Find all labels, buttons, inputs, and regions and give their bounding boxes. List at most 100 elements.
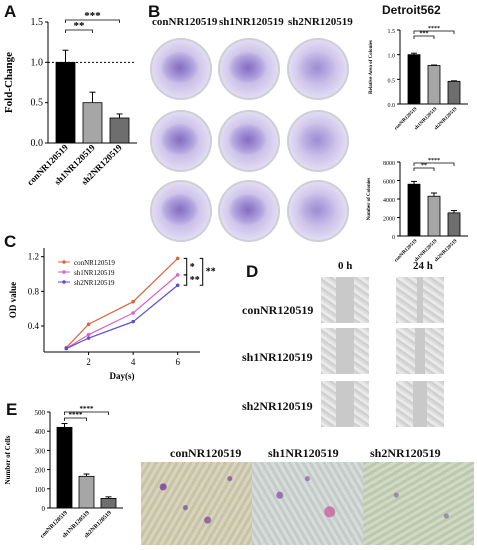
colony-dish-con-1 (150, 38, 212, 100)
wound-image-con-0h (321, 277, 369, 323)
data-point (175, 256, 180, 261)
data-point (64, 346, 69, 351)
wound-image-sh1-0h (321, 328, 369, 374)
wound-image-con-24h (396, 277, 444, 323)
legend-label: conNR120519 (74, 259, 115, 267)
y-tick-label: 0.4 (28, 321, 40, 331)
dish-col-label-con: conNR120519 (152, 16, 218, 28)
time-label-24h: 24 h (413, 260, 433, 272)
y-tick-label: 1.5 (31, 17, 44, 28)
colony-dish-con-3 (150, 180, 212, 242)
panel-label-a: A (4, 2, 17, 21)
sig-bracket (199, 257, 204, 286)
y-tick-label: 1.5 (388, 29, 396, 35)
y-tick-label: 500 (35, 409, 46, 417)
dish-col-label-sh1: sh1NR120519 (219, 16, 284, 28)
transwell-label-sh1: sh1NR120519 (268, 446, 339, 460)
sig-bracket (413, 167, 435, 171)
sig-label: ** (74, 20, 86, 32)
y-tick-label: 0.8 (28, 286, 40, 296)
sig-label: ** (421, 163, 427, 169)
data-point (86, 332, 91, 337)
legend-marker (62, 280, 66, 284)
series-line-3 (66, 284, 179, 350)
y-tick-label: 0.5 (31, 98, 44, 109)
transwell-image-con (141, 462, 252, 545)
y-axis-label: Fold-Change (3, 52, 15, 113)
y-tick-label: 1.0 (388, 54, 396, 60)
sig-bracket (183, 274, 188, 286)
sig-bracket (183, 257, 188, 276)
series-line-1 (65, 257, 179, 349)
y-axis-label: Number of Cells (4, 435, 12, 484)
y-axis-label: Number of Colonies (367, 178, 372, 221)
sig-label: * (190, 262, 195, 273)
y-axis-label: OD value (8, 282, 18, 318)
sig-bracket (65, 19, 120, 23)
bar-3 (447, 80, 461, 105)
y-tick-label: 100 (35, 486, 46, 494)
data-point (175, 273, 180, 277)
sig-bracket (413, 35, 435, 39)
bar-3 (100, 498, 117, 509)
y-tick-label: 1.2 (28, 252, 39, 262)
colony-dish-sh1-3 (218, 180, 280, 242)
wound-image-sh1-24h (396, 328, 444, 374)
colony-dish-con-2 (150, 110, 212, 172)
y-tick-label: 0 (42, 505, 46, 513)
cellline-label: Detroit562 (382, 3, 441, 17)
sig-label: ** (206, 266, 216, 277)
x-tick-label: 4 (131, 357, 136, 367)
data-point (175, 283, 180, 288)
chart-a: 0.00.51.01.5Fold-ChangeconNR120519sh1NR1… (3, 10, 137, 187)
legend-label: sh1NR120519 (74, 269, 115, 277)
panel-label-d: D (246, 262, 259, 281)
y-tick-label: 0.0 (388, 103, 396, 109)
bar-2 (427, 65, 441, 105)
transwell-image-sh2 (363, 462, 474, 545)
y-tick-label: 4000 (383, 198, 395, 204)
chart-c: 0.4 0.8 1.2 2 4 6 Day(s) OD value conNR120519 sh1… (8, 248, 216, 381)
sig-bracket (65, 29, 93, 33)
sig-label: **** (428, 26, 440, 32)
wound-image-sh2-0h (321, 381, 369, 427)
colony-dish-sh2-3 (287, 180, 349, 242)
data-point (131, 311, 135, 315)
y-axis-label: Relative Area of Colonies (369, 40, 374, 94)
legend-marker (62, 260, 66, 264)
sig-label: **** (428, 158, 440, 164)
transwell-label-con: conNR120519 (170, 446, 242, 460)
panel-label-b: B (148, 2, 161, 21)
legend-label: sh2NR120519 (74, 279, 115, 287)
series-line-2 (65, 274, 179, 350)
bar-1 (55, 61, 76, 144)
sig-label: **** (69, 411, 84, 419)
sig-label: *** (84, 10, 101, 22)
row-label-con: conNR120519 (242, 303, 314, 317)
transwell-label-sh2: sh2NR120519 (370, 446, 441, 460)
panel-label-c: C (4, 232, 17, 251)
colony-dish-sh1-2 (218, 110, 280, 172)
data-point (86, 336, 91, 340)
bar-2 (78, 475, 95, 509)
legend-marker (62, 270, 66, 274)
y-tick-label: 400 (35, 428, 46, 436)
y-tick-label: 0.0 (31, 138, 44, 149)
y-tick-label: 1.0 (31, 57, 44, 68)
bar-2 (427, 195, 441, 237)
y-tick-label: 6000 (383, 180, 395, 186)
bar-3 (447, 212, 461, 237)
sig-bracket (413, 162, 455, 166)
sig-label: **** (80, 405, 95, 413)
row-label-sh1: sh1NR120519 (242, 350, 313, 364)
panel-label-e: E (6, 400, 18, 419)
bar-2 (82, 102, 103, 144)
y-tick-label: 0.5 (388, 78, 396, 84)
data-point (131, 319, 135, 324)
row-label-sh2: sh2NR120519 (242, 399, 313, 413)
x-tick-label: 2 (86, 357, 91, 367)
x-axis-label: Day(s) (110, 371, 135, 381)
